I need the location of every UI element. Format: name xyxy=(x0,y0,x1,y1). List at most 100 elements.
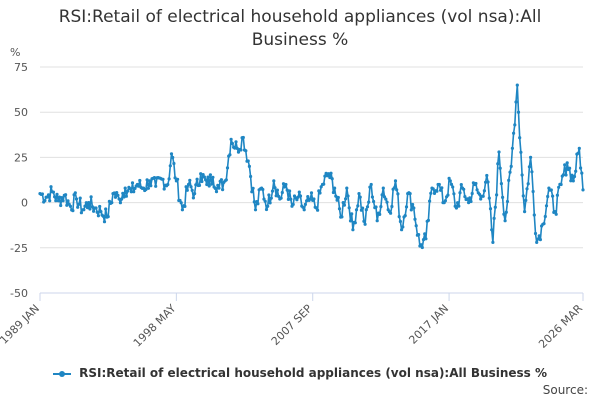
data-point xyxy=(443,199,447,203)
data-point xyxy=(121,191,125,195)
data-point xyxy=(205,182,209,187)
series-line xyxy=(39,84,584,249)
data-point xyxy=(40,192,45,196)
data-point xyxy=(234,140,238,144)
data-point xyxy=(576,151,580,155)
data-point xyxy=(190,188,194,192)
data-point xyxy=(404,205,409,209)
x-tick-label: 1998 MAY xyxy=(131,302,179,350)
data-point xyxy=(392,186,396,190)
data-point xyxy=(499,182,503,186)
data-point xyxy=(537,234,541,238)
data-point xyxy=(544,204,549,208)
data-point xyxy=(224,178,228,182)
data-point xyxy=(264,207,269,212)
data-point xyxy=(194,183,198,187)
data-point xyxy=(277,194,281,198)
data-point xyxy=(221,188,225,192)
data-point xyxy=(474,181,478,186)
data-point xyxy=(564,173,568,177)
data-point xyxy=(481,194,485,198)
data-point xyxy=(546,194,550,199)
data-point xyxy=(446,193,450,197)
data-point xyxy=(533,231,538,236)
data-point xyxy=(428,199,432,203)
data-point xyxy=(542,222,546,226)
axes: 75 50 25 0 -25 -50% 1989 JAN 1998 MAY 2007 SEP 20… xyxy=(0,46,585,351)
data-point xyxy=(557,185,561,189)
data-point xyxy=(48,199,52,203)
data-point xyxy=(452,192,456,196)
data-point xyxy=(477,192,482,196)
data-point xyxy=(353,221,357,225)
data-point xyxy=(401,225,405,229)
data-point xyxy=(431,187,435,191)
data-point xyxy=(88,207,92,211)
data-point xyxy=(519,150,523,154)
data-point xyxy=(83,204,87,208)
data-point xyxy=(110,201,114,205)
data-point xyxy=(289,197,293,201)
data-point xyxy=(246,159,250,163)
data-point xyxy=(421,238,426,242)
data-point xyxy=(514,100,518,104)
data-point xyxy=(447,176,451,180)
data-point xyxy=(375,219,379,223)
data-point xyxy=(166,182,170,187)
data-point xyxy=(530,170,534,174)
data-point xyxy=(361,206,365,210)
data-point xyxy=(74,197,79,201)
data-point xyxy=(284,182,288,187)
data-point xyxy=(132,190,136,194)
data-point xyxy=(152,176,156,180)
data-point xyxy=(283,185,287,189)
data-point xyxy=(329,171,333,175)
data-point xyxy=(345,186,349,190)
data-point xyxy=(126,189,130,193)
x-tick-label: 2017 JAN xyxy=(406,302,451,347)
data-point xyxy=(475,188,479,192)
data-point xyxy=(370,195,374,199)
data-point xyxy=(312,197,316,201)
data-point xyxy=(449,182,454,186)
data-point xyxy=(318,191,322,195)
data-point xyxy=(395,188,399,192)
data-point xyxy=(124,194,128,198)
data-point xyxy=(440,186,444,190)
data-point xyxy=(365,205,370,209)
data-point xyxy=(263,199,267,203)
data-point xyxy=(129,190,133,194)
data-point xyxy=(501,195,505,199)
data-point xyxy=(577,146,581,150)
data-point xyxy=(515,83,519,87)
data-point xyxy=(249,174,253,179)
data-point xyxy=(457,204,461,208)
data-point xyxy=(532,213,536,217)
data-point xyxy=(98,204,102,209)
data-point xyxy=(82,208,86,212)
legend[interactable]: RSI:Retail of electrical household appli… xyxy=(0,366,600,380)
data-point xyxy=(130,181,135,185)
data-point xyxy=(342,203,346,207)
data-point xyxy=(272,179,276,183)
data-point xyxy=(112,191,116,195)
data-point xyxy=(572,174,577,179)
data-point xyxy=(330,177,334,181)
data-point xyxy=(94,206,98,210)
data-point xyxy=(579,166,583,170)
data-point xyxy=(454,206,458,210)
data-point xyxy=(137,184,141,188)
data-point xyxy=(513,123,517,127)
data-point xyxy=(581,188,585,192)
data-point xyxy=(337,207,342,211)
data-point xyxy=(57,195,62,199)
data-point xyxy=(308,197,312,201)
data-point xyxy=(322,182,326,186)
data-point xyxy=(49,185,53,189)
series-layer xyxy=(38,83,585,250)
data-point xyxy=(191,196,195,200)
data-point xyxy=(285,188,289,192)
data-point xyxy=(346,194,350,198)
data-point xyxy=(267,193,271,197)
